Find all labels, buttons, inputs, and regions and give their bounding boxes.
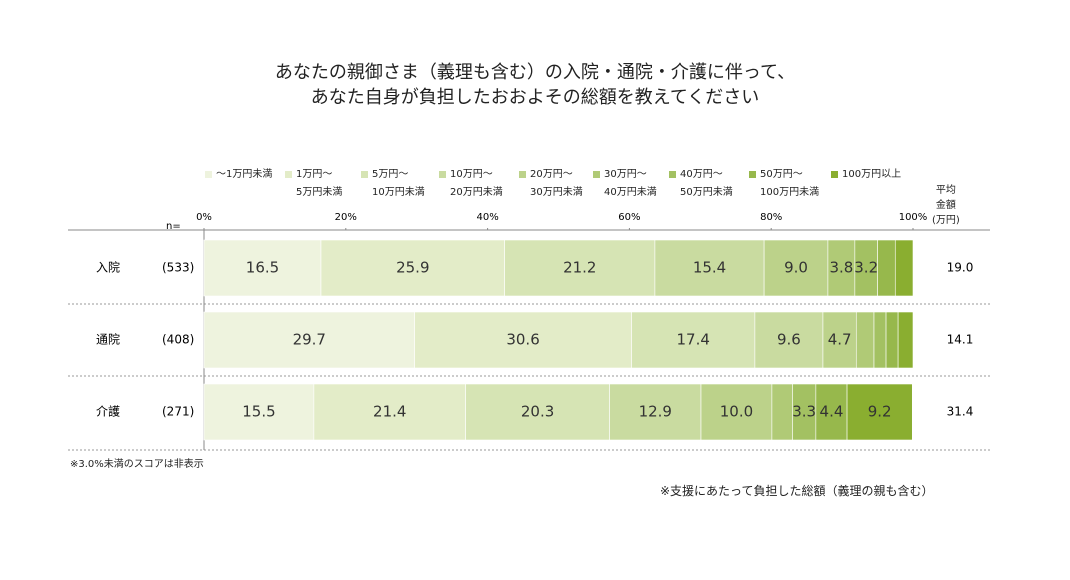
bar-segment xyxy=(897,311,914,369)
value-label: 9.2 xyxy=(868,403,892,421)
value-label: 15.5 xyxy=(242,403,275,421)
legend-label: 100万円以上 xyxy=(831,166,901,184)
value-label: 16.5 xyxy=(246,259,279,277)
value-label: 20.3 xyxy=(521,403,554,421)
bar-segment xyxy=(827,239,856,297)
value-label: 9.0 xyxy=(784,259,808,277)
average-header: 平均 金額 (万円) xyxy=(932,185,960,226)
bar-segment xyxy=(320,239,505,297)
bar-segment xyxy=(465,383,610,441)
x-tick-label: 100% xyxy=(899,212,928,223)
row-label: 介護 xyxy=(96,404,120,419)
bar-segment xyxy=(885,311,899,369)
bar-segment xyxy=(313,383,466,441)
row-label: 入院 xyxy=(96,261,120,275)
legend-swatch xyxy=(361,171,368,178)
value-label: 4.7 xyxy=(828,331,852,349)
value-label: 12.9 xyxy=(639,403,672,421)
bar-segment xyxy=(894,239,914,297)
average-value: 19.0 xyxy=(947,261,974,275)
legend-label: 5万円～ 10万円未満 xyxy=(361,166,425,202)
legend-swatch xyxy=(593,171,600,178)
value-label: 15.4 xyxy=(693,259,726,277)
legend-label: 40万円～ 50万円未満 xyxy=(669,166,733,202)
bar-segment xyxy=(873,311,887,369)
bar-segment xyxy=(771,383,793,441)
legend-swatch xyxy=(519,171,526,178)
bar-segment xyxy=(846,383,913,441)
bar-segment xyxy=(877,239,896,297)
value-label: 30.6 xyxy=(506,331,539,349)
x-tick-label: 80% xyxy=(760,212,782,223)
footnote: ※支援にあたって負担した総額（義理の親も含む） xyxy=(660,484,934,498)
legend-label: 20万円～ 30万円未満 xyxy=(519,166,583,202)
bar-segment xyxy=(203,383,315,441)
legend-label: 50万円～ 100万円未満 xyxy=(749,166,819,202)
legend-swatch xyxy=(285,171,292,178)
value-label: 3.3 xyxy=(792,403,816,421)
x-tick-label: 60% xyxy=(618,212,640,223)
legend-swatch xyxy=(749,171,756,178)
bar-segment xyxy=(654,239,765,297)
value-label: 21.2 xyxy=(563,259,596,277)
bar-segment xyxy=(763,239,829,297)
legend-swatch xyxy=(669,171,676,178)
x-tick-label: 0% xyxy=(196,212,212,223)
value-label: 21.4 xyxy=(373,403,406,421)
legend-label: ～1万円未満 xyxy=(205,166,272,184)
value-label: 3.2 xyxy=(854,259,878,277)
x-tick-label: 40% xyxy=(476,212,498,223)
legend-label: 30万円～ 40万円未満 xyxy=(593,166,657,202)
sample-size: (271) xyxy=(162,405,194,419)
value-label: 10.0 xyxy=(720,403,753,421)
legend-label: 10万円～ 20万円未満 xyxy=(439,166,503,202)
legend-swatch xyxy=(831,171,838,178)
value-label: 4.4 xyxy=(820,403,844,421)
average-value: 31.4 xyxy=(947,405,974,419)
legend-label: 1万円～ 5万円未満 xyxy=(285,166,342,202)
sample-size: (408) xyxy=(162,333,194,347)
chart-title: あなたの親御さま（義理も含む）の入院・通院・介護に伴って、 あなた自身が負担した… xyxy=(274,62,796,108)
value-label: 17.4 xyxy=(677,331,710,349)
bar-segment xyxy=(203,311,415,369)
bar-segment xyxy=(855,311,875,369)
sample-size: (533) xyxy=(162,261,194,275)
n-label: n= xyxy=(166,221,181,232)
x-tick-label: 20% xyxy=(335,212,357,223)
bar-segment xyxy=(203,239,322,297)
value-label: 25.9 xyxy=(396,259,429,277)
bar-segment xyxy=(504,239,656,297)
row-label: 通院 xyxy=(96,333,120,347)
value-label: 29.7 xyxy=(293,331,326,349)
legend-swatch xyxy=(205,171,212,178)
bar-segment xyxy=(414,311,632,369)
bar-segment xyxy=(609,383,702,441)
note: ※3.0%未満のスコアは非表示 xyxy=(70,459,204,470)
bar-segment xyxy=(631,311,756,369)
value-label: 9.6 xyxy=(777,331,801,349)
legend-swatch xyxy=(439,171,446,178)
average-value: 14.1 xyxy=(947,333,974,347)
value-label: 3.8 xyxy=(829,259,853,277)
bar-segment xyxy=(822,311,857,369)
